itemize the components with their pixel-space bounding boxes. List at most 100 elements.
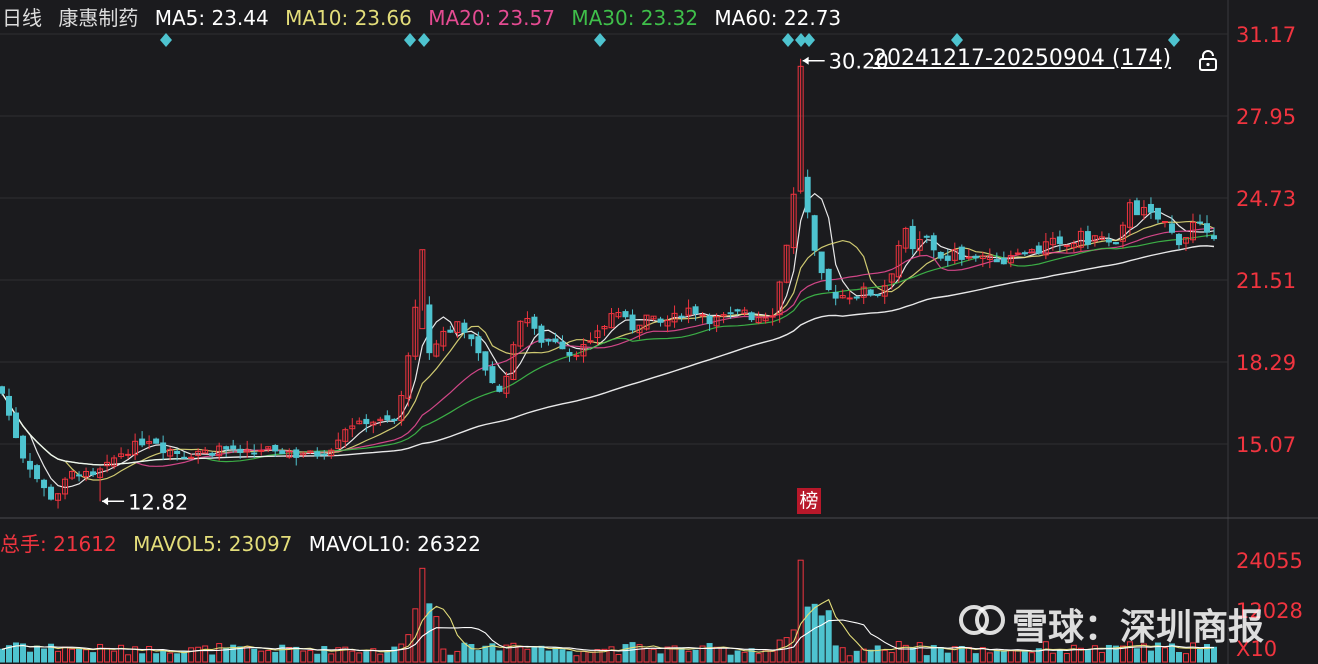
volume-bar xyxy=(566,651,573,663)
candle xyxy=(433,339,440,358)
candle xyxy=(1168,215,1175,235)
volume-bar xyxy=(202,645,209,663)
volume-bar xyxy=(636,644,643,663)
volume-bar xyxy=(55,650,62,663)
event-diamond-icon xyxy=(951,33,963,47)
candle xyxy=(0,385,5,396)
volume-bar xyxy=(125,654,132,663)
candle xyxy=(279,447,286,455)
total-volume: 总手: 21612 xyxy=(0,532,117,556)
candle xyxy=(923,234,930,244)
volume-bar xyxy=(986,652,993,663)
candle xyxy=(1070,240,1077,253)
candle xyxy=(769,308,776,326)
event-markers[interactable] xyxy=(160,33,1180,47)
candle xyxy=(202,446,209,454)
candle xyxy=(741,306,748,316)
candle xyxy=(608,307,615,329)
volume-bar xyxy=(83,649,90,663)
candle xyxy=(1063,244,1070,254)
candle xyxy=(384,410,391,423)
candle xyxy=(1007,250,1014,268)
volume-bar xyxy=(832,645,839,663)
volume-bar xyxy=(769,650,776,663)
candle xyxy=(55,493,62,509)
ma30-line xyxy=(1,234,1215,466)
candle xyxy=(972,253,979,262)
event-diamond-icon xyxy=(404,33,416,47)
candle xyxy=(489,361,496,384)
volume-bar xyxy=(160,650,167,663)
candle xyxy=(832,284,839,306)
candle xyxy=(1196,214,1203,226)
volume-bar xyxy=(741,651,748,663)
candle xyxy=(517,320,524,349)
candle xyxy=(713,313,720,333)
volume-bar xyxy=(118,644,125,663)
volume-bar xyxy=(209,654,216,663)
volume-bar xyxy=(734,650,741,663)
volume-bar xyxy=(314,653,321,663)
candle xyxy=(860,282,867,305)
candle xyxy=(27,453,34,478)
candle xyxy=(678,313,685,322)
candle xyxy=(762,312,769,324)
price-legend: 日线 康惠制药 MA5: 23.44 MA10: 23.66 MA20: 23.… xyxy=(2,2,851,31)
candle xyxy=(839,289,846,299)
mavol10-value: MAVOL10: 26322 xyxy=(308,532,481,556)
candle xyxy=(1119,221,1126,249)
event-diamond-icon xyxy=(1168,33,1180,47)
event-diamond-icon xyxy=(803,33,815,47)
volume-bar xyxy=(783,637,790,663)
candle xyxy=(874,293,881,298)
candle xyxy=(6,388,13,421)
volume-bar xyxy=(1196,649,1203,663)
volume-bar xyxy=(650,648,657,663)
candle xyxy=(293,447,300,466)
price-tick-label: 21.51 xyxy=(1236,269,1296,293)
volume-bar xyxy=(517,646,524,663)
candle xyxy=(1133,197,1140,216)
candle xyxy=(650,315,657,321)
ranking-badge[interactable]: 榜 xyxy=(797,488,821,514)
volume-bar xyxy=(251,648,258,663)
candle xyxy=(188,453,195,459)
candle xyxy=(902,226,909,253)
volume-bar xyxy=(1056,649,1063,663)
candle xyxy=(349,418,356,438)
candle xyxy=(636,324,643,340)
candle xyxy=(391,418,398,425)
candle xyxy=(622,309,629,319)
candle xyxy=(699,312,706,324)
volume-bar xyxy=(69,648,76,663)
volume-bar xyxy=(930,645,937,663)
volume-bar xyxy=(356,652,363,663)
volume-bar xyxy=(538,645,545,663)
volume-bar xyxy=(41,648,48,663)
volume-bar xyxy=(398,643,405,663)
candle xyxy=(468,334,475,347)
date-range-label[interactable]: 20241217-20250904 (174) xyxy=(873,46,1172,71)
volume-bar xyxy=(902,644,909,663)
lock-icon[interactable] xyxy=(1198,50,1218,72)
candle xyxy=(1035,242,1042,255)
candlesticks[interactable] xyxy=(0,58,1217,509)
candle xyxy=(1028,248,1035,254)
volume-bar xyxy=(363,651,370,663)
volume-bar xyxy=(146,646,153,663)
candle xyxy=(790,187,797,254)
candle xyxy=(951,242,958,265)
price-tick-label: 15.07 xyxy=(1236,433,1296,457)
event-diamond-icon xyxy=(795,33,807,47)
candle xyxy=(776,280,783,323)
candle xyxy=(888,273,895,290)
volume-bar xyxy=(881,649,888,663)
candle xyxy=(881,279,888,304)
volume-bar xyxy=(111,650,118,663)
volume-bar xyxy=(601,648,608,663)
candle xyxy=(160,435,167,461)
candle xyxy=(671,305,678,328)
candle xyxy=(300,451,307,458)
candle xyxy=(314,447,321,459)
